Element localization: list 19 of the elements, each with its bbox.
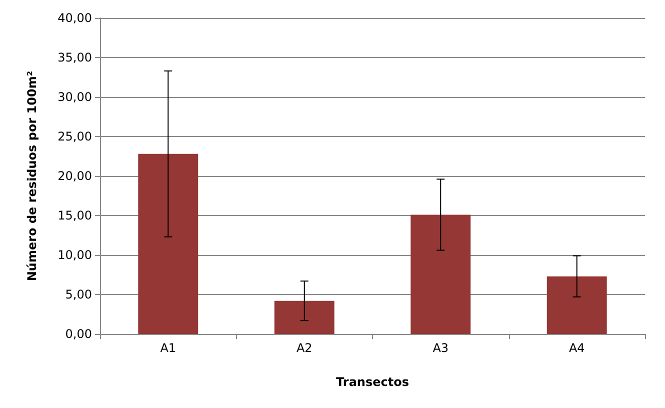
- y-tick-label: 0,00: [65, 327, 92, 341]
- x-tick-label: A2: [296, 341, 312, 355]
- y-tick-label: 20,00: [58, 169, 92, 183]
- bar: [138, 154, 198, 334]
- x-tick-label: A1: [160, 341, 176, 355]
- y-axis-title: Número de residuos por 100m²: [25, 70, 39, 282]
- y-tick-label: 30,00: [58, 90, 92, 104]
- y-tick-label: 5,00: [65, 288, 92, 302]
- y-tick-label: 35,00: [58, 50, 92, 64]
- y-tick-label: 25,00: [58, 130, 92, 144]
- y-tick-label: 15,00: [58, 208, 92, 222]
- y-tick-label: 10,00: [58, 248, 92, 262]
- bar: [274, 300, 334, 334]
- x-axis-title: Transectos: [336, 375, 409, 389]
- x-tick-label: A3: [432, 341, 449, 355]
- bar: [410, 214, 471, 334]
- y-tick-label: 40,00: [58, 11, 92, 25]
- bar: [546, 276, 607, 334]
- x-tick-label: A4: [568, 341, 585, 355]
